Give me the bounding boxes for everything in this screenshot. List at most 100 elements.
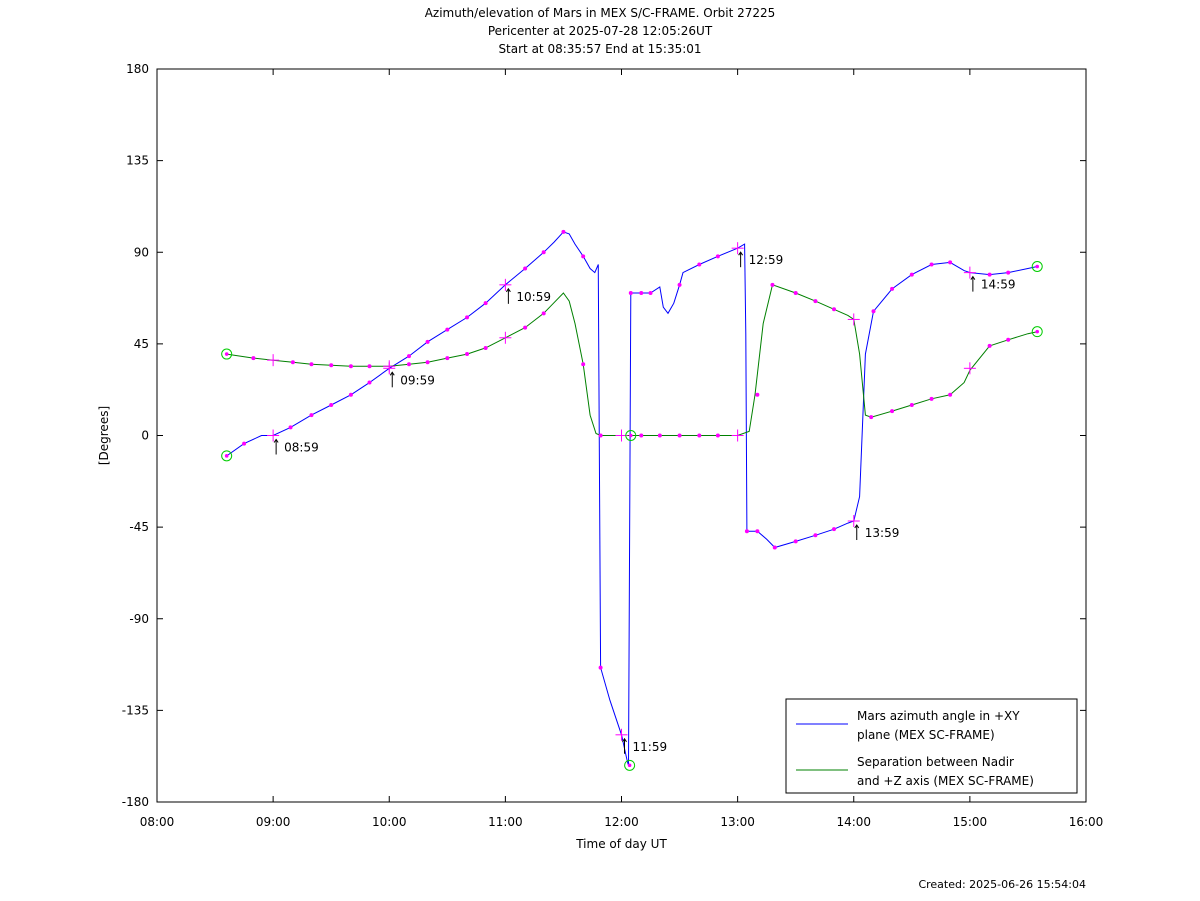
x-tick-label: 15:00 [953, 815, 988, 829]
data-point [367, 364, 372, 369]
data-point [309, 362, 314, 367]
data-point [465, 352, 470, 357]
azimuth-line [226, 231, 1038, 766]
x-axis-label: Time of day UT [575, 837, 667, 851]
data-point [639, 433, 644, 438]
data-point [465, 315, 470, 320]
hour-marker [963, 362, 976, 375]
hour-marker [847, 515, 860, 528]
hour-label: 12:59 [749, 253, 784, 267]
data-point [290, 360, 295, 365]
x-tick-label: 11:00 [488, 815, 523, 829]
hour-label-group: 09:59 [389, 371, 435, 388]
data-point [1006, 337, 1011, 342]
data-point [541, 311, 546, 316]
x-tick-label: 13:00 [720, 815, 755, 829]
data-point [813, 299, 818, 304]
y-tick-label: -90 [129, 612, 149, 626]
y-tick-label: 180 [126, 62, 149, 76]
data-point [909, 402, 914, 407]
endpoint-dot [627, 763, 632, 768]
hour-marker [615, 728, 628, 741]
x-tick-label: 09:00 [256, 815, 291, 829]
endpoint-ring [1031, 326, 1043, 338]
data-point [948, 260, 953, 265]
hour-label: 09:59 [400, 373, 435, 387]
endpoint-ring [624, 759, 636, 771]
legend-box [785, 698, 1078, 794]
y-tick-label: -135 [122, 703, 149, 717]
data-point [657, 433, 662, 438]
data-point [367, 380, 372, 385]
data-point [715, 254, 720, 259]
data-point [329, 402, 334, 407]
data-point [832, 527, 837, 532]
hour-marker [847, 313, 860, 326]
data-point [832, 307, 837, 312]
data-point [890, 409, 895, 414]
data-point [755, 392, 760, 397]
hour-pointer-head [970, 275, 976, 280]
chart-title: Azimuth/elevation of Mars in MEX S/C-FRA… [425, 6, 776, 56]
data-point [813, 533, 818, 538]
data-point [348, 364, 353, 369]
x-tick-label: 08:00 [140, 815, 175, 829]
data-point [541, 250, 546, 255]
endpoint-ring [1031, 261, 1043, 273]
data-point [628, 290, 633, 295]
created-timestamp: Created: 2025-06-26 15:54:04 [918, 878, 1086, 891]
data-point [772, 545, 777, 550]
data-point [869, 415, 874, 420]
data-point [987, 343, 992, 348]
data-point [697, 262, 702, 267]
data-point [890, 286, 895, 291]
data-point [793, 290, 798, 295]
x-tick-label: 10:00 [372, 815, 407, 829]
data-point [523, 325, 528, 330]
hour-label: 11:59 [633, 740, 668, 754]
endpoint-dot [1035, 264, 1040, 269]
data-point [445, 356, 450, 361]
hour-label-group: 08:59 [273, 438, 319, 455]
y-axis-label: [Degrees] [97, 406, 111, 465]
hour-pointer-head [854, 524, 860, 529]
data-point [929, 396, 934, 401]
title-line: Azimuth/elevation of Mars in MEX S/C-FRA… [425, 6, 776, 20]
data-point [677, 282, 682, 287]
data-point [406, 354, 411, 359]
data-point [483, 301, 488, 306]
data-point [425, 339, 430, 344]
x-tick-label: 14:00 [836, 815, 871, 829]
data-point [242, 441, 247, 446]
x-tick-label: 12:00 [604, 815, 639, 829]
hour-marker [383, 360, 396, 373]
data-point [309, 413, 314, 418]
data-point [251, 356, 256, 361]
y-tick-label: 135 [126, 154, 149, 168]
hour-label: 08:59 [284, 441, 319, 455]
x-tick-label: 16:00 [1069, 815, 1104, 829]
data-point [639, 290, 644, 295]
hour-marker [499, 331, 512, 344]
legend-label: Separation between Nadir [857, 755, 1014, 769]
endpoint-ring [221, 450, 233, 462]
hour-marker [731, 242, 744, 255]
endpoint-dot [1035, 329, 1040, 334]
hour-label-group: 11:59 [622, 737, 668, 754]
title-line: Pericenter at 2025-07-28 12:05:26UT [488, 24, 713, 38]
data-point [581, 362, 586, 367]
data-point [929, 262, 934, 267]
title-line: Start at 08:35:57 End at 15:35:01 [498, 42, 701, 56]
legend-label: and +Z axis (MEX SC-FRAME) [857, 774, 1034, 788]
endpoint-ring [221, 348, 233, 360]
data-point [598, 665, 603, 670]
data-point [288, 425, 293, 430]
data-point [598, 433, 603, 438]
y-tick-label: 0 [141, 429, 149, 443]
marks-layer: 08:59 09:59 10:59 11:59 12:59 13:59 14:59 [221, 229, 1043, 771]
data-point [348, 392, 353, 397]
hour-label-group: 12:59 [738, 251, 784, 268]
data-point [948, 392, 953, 397]
hour-label: 14:59 [981, 278, 1016, 292]
legend-label: plane (MEX SC-FRAME) [857, 728, 995, 742]
